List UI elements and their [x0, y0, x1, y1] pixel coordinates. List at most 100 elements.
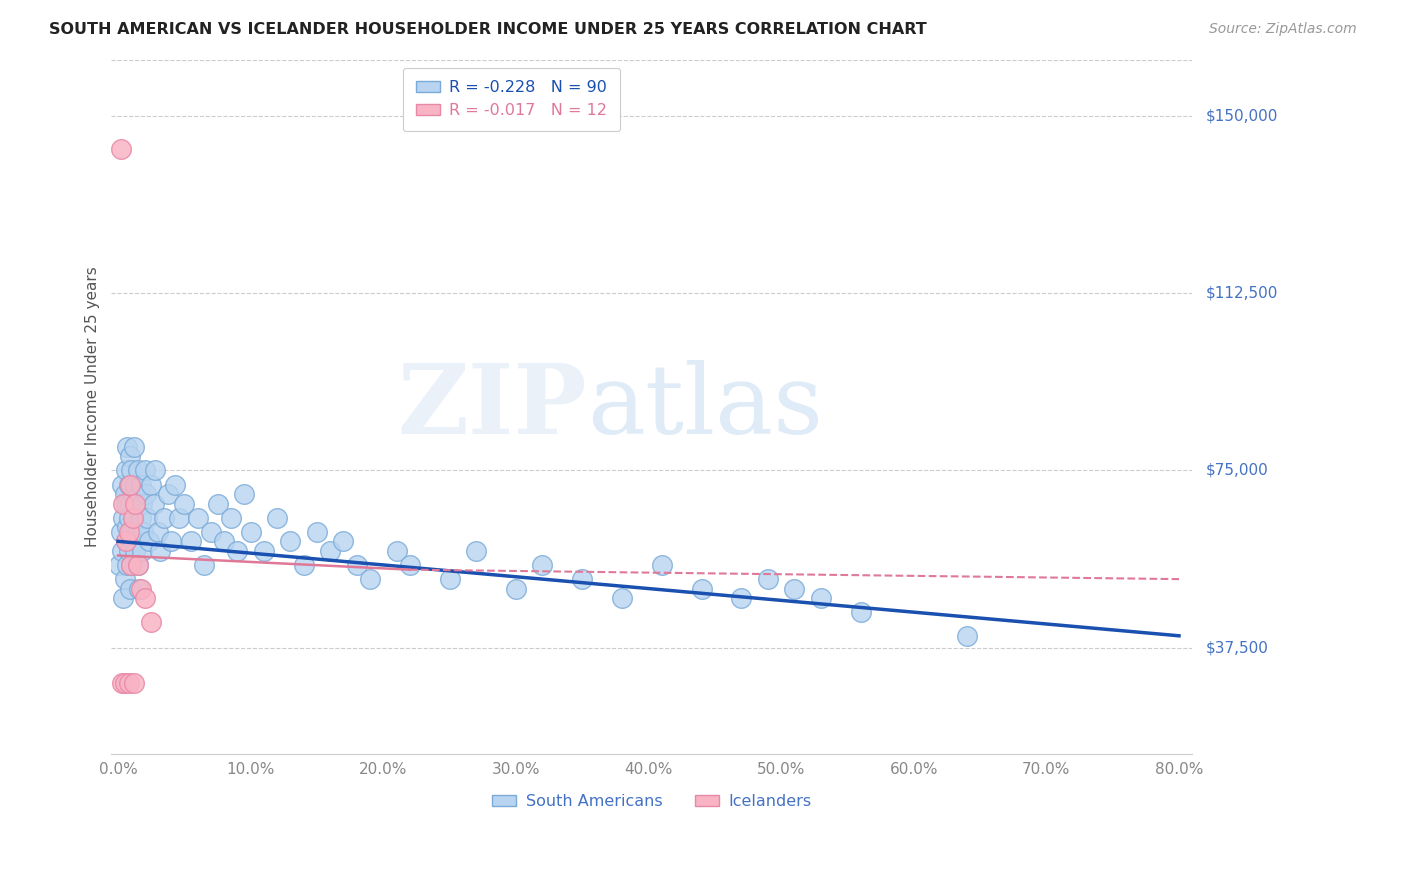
Point [132, 524, 155, 539]
Point [207, 497, 229, 511]
Point [127, 558, 149, 572]
Point [129, 510, 152, 524]
Point [849, 605, 872, 619]
Point [110, 142, 132, 156]
Point [114, 487, 136, 501]
Point [114, 676, 136, 690]
Point [143, 463, 166, 477]
Point [111, 543, 134, 558]
Point [138, 534, 160, 549]
Point [465, 543, 488, 558]
Point [108, 558, 131, 572]
Point [114, 572, 136, 586]
Point [112, 497, 135, 511]
Point [212, 534, 235, 549]
Point [118, 543, 141, 558]
Point [124, 497, 146, 511]
Point [280, 534, 302, 549]
Point [180, 534, 202, 549]
Point [346, 558, 368, 572]
Point [385, 543, 408, 558]
Point [125, 497, 148, 511]
Point [121, 510, 143, 524]
Text: SOUTH AMERICAN VS ICELANDER HOUSEHOLDER INCOME UNDER 25 YEARS CORRELATION CHART: SOUTH AMERICAN VS ICELANDER HOUSEHOLDER … [49, 22, 927, 37]
Point [115, 534, 138, 549]
Point [610, 591, 633, 605]
Point [115, 463, 138, 477]
Point [129, 582, 152, 596]
Point [141, 615, 163, 629]
Point [122, 676, 145, 690]
Point [142, 497, 165, 511]
Point [157, 487, 180, 501]
Point [783, 582, 806, 596]
Legend: South Americans, Icelanders: South Americans, Icelanders [486, 788, 818, 815]
Point [118, 477, 141, 491]
Point [115, 534, 138, 549]
Point [505, 582, 527, 596]
Point [531, 558, 554, 572]
Point [111, 477, 134, 491]
Point [124, 543, 146, 558]
Point [118, 676, 141, 690]
Point [122, 510, 145, 524]
Point [131, 543, 153, 558]
Point [120, 558, 142, 572]
Point [398, 558, 420, 572]
Point [439, 572, 461, 586]
Point [112, 591, 135, 605]
Point [117, 440, 139, 454]
Point [112, 510, 135, 524]
Point [239, 524, 262, 539]
Point [110, 524, 132, 539]
Point [120, 524, 142, 539]
Point [359, 572, 381, 586]
Point [690, 582, 713, 596]
Text: $37,500: $37,500 [1206, 640, 1270, 655]
Point [118, 450, 141, 464]
Point [134, 463, 156, 477]
Text: $75,000: $75,000 [1206, 463, 1268, 478]
Point [128, 582, 150, 596]
Point [111, 676, 134, 690]
Text: $150,000: $150,000 [1206, 109, 1278, 124]
Point [141, 477, 163, 491]
Point [266, 510, 288, 524]
Text: ZIP: ZIP [398, 359, 586, 454]
Point [115, 497, 138, 511]
Point [121, 534, 143, 549]
Point [117, 558, 139, 572]
Point [127, 558, 149, 572]
Point [571, 572, 593, 586]
Point [173, 497, 195, 511]
Text: $112,500: $112,500 [1206, 285, 1278, 301]
Point [118, 524, 141, 539]
Point [146, 524, 169, 539]
Text: Source: ZipAtlas.com: Source: ZipAtlas.com [1209, 22, 1357, 37]
Point [134, 591, 156, 605]
Point [756, 572, 779, 586]
Point [226, 543, 249, 558]
Point [193, 558, 215, 572]
Point [153, 510, 176, 524]
Point [131, 497, 153, 511]
Point [128, 487, 150, 501]
Point [122, 440, 145, 454]
Point [305, 524, 328, 539]
Point [117, 520, 139, 534]
Point [187, 510, 209, 524]
Point [127, 463, 149, 477]
Point [165, 477, 187, 491]
Point [118, 510, 141, 524]
Point [149, 543, 172, 558]
Point [129, 477, 152, 491]
Point [319, 543, 342, 558]
Point [124, 477, 146, 491]
Text: atlas: atlas [586, 359, 823, 454]
Point [200, 524, 222, 539]
Point [253, 543, 276, 558]
Point [233, 487, 256, 501]
Point [118, 497, 141, 511]
Point [810, 591, 832, 605]
Point [120, 463, 142, 477]
